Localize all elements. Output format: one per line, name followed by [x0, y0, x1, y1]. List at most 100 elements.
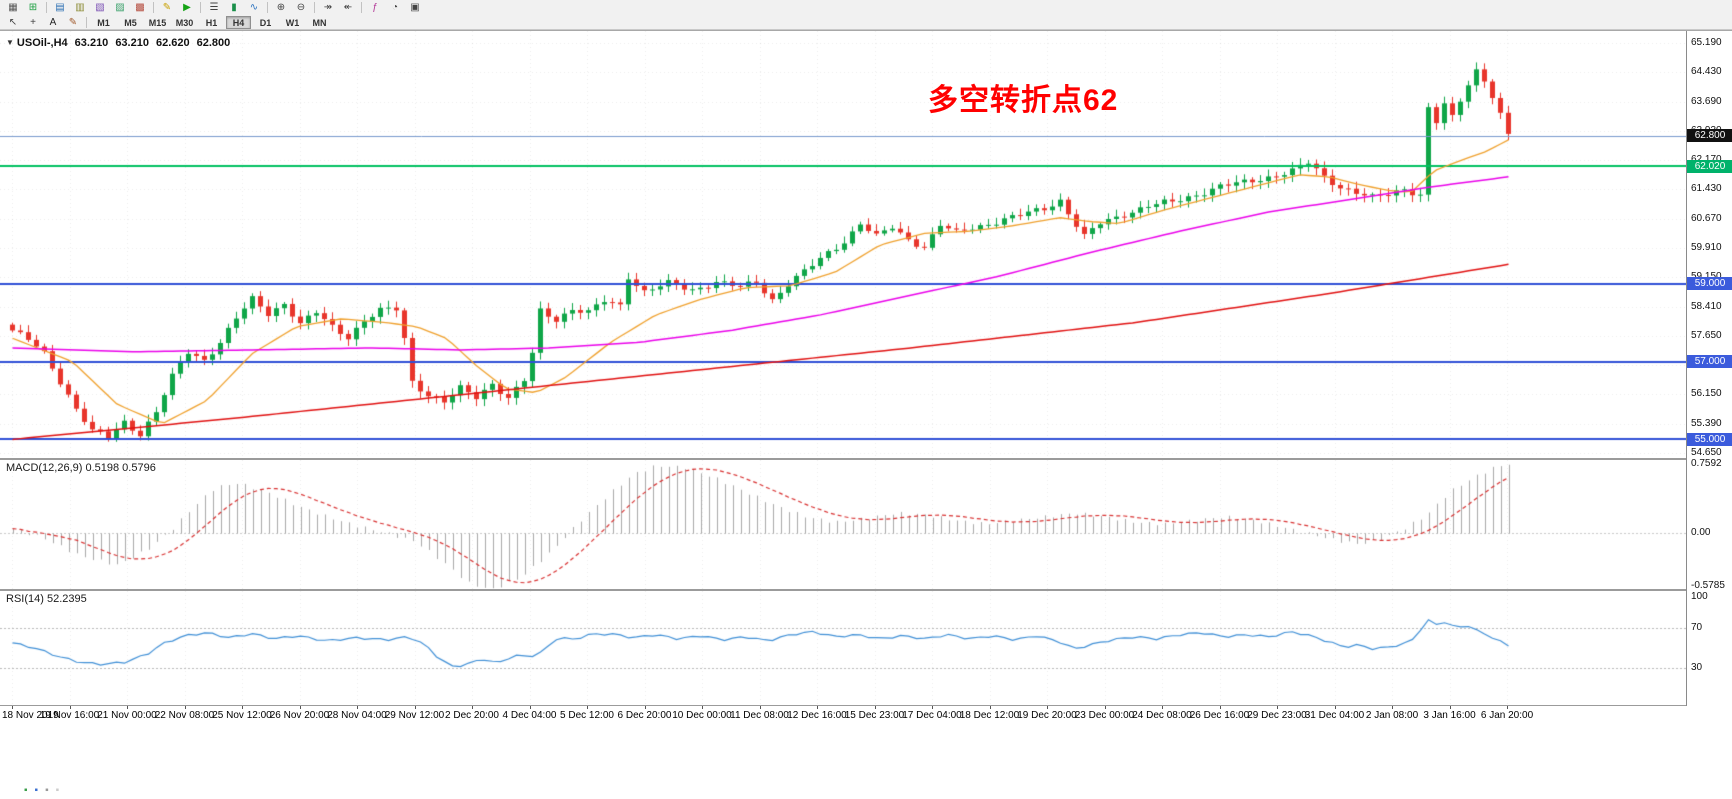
price-axis-label: 57.650 — [1691, 329, 1722, 341]
status-icon-4[interactable]: ▪ — [55, 785, 60, 796]
chart-dropdown-icon[interactable]: ▼ — [6, 38, 14, 47]
zoom-out-icon[interactable]: ⊖ — [296, 2, 306, 13]
metaeditor-icon[interactable]: ✎ — [162, 2, 172, 13]
time-axis-tick — [990, 706, 991, 709]
price-axis-label: 59.150 — [1691, 271, 1722, 282]
time-axis-label: 2 Dec 20:00 — [445, 710, 499, 721]
toolbar-separator — [200, 2, 201, 13]
panel-separator-1[interactable] — [0, 458, 1732, 460]
price-badge-level-59000[interactable]: 59.000 — [1687, 277, 1732, 291]
status-icon-1[interactable]: ▪ — [24, 785, 28, 796]
timeframe-button-m15[interactable]: M15 — [148, 17, 167, 28]
status-strip: ▪ ▪ ▪ ▪ — [24, 786, 59, 796]
draw-tool-icon[interactable]: ✎ — [68, 16, 78, 28]
time-axis-label: 10 Dec 00:00 — [672, 710, 732, 721]
time-axis-label: 17 Dec 04:00 — [902, 710, 962, 721]
autotrading-icon[interactable]: ▶ — [183, 2, 191, 13]
candlestick-chart-icon[interactable]: ▮ — [231, 2, 237, 13]
time-axis-tick — [932, 706, 933, 709]
line-chart-icon[interactable]: ∿ — [249, 2, 259, 13]
periods-icon[interactable]: ◔ — [391, 2, 399, 13]
toolbar-separator — [86, 16, 87, 28]
price-axis-label: 55.390 — [1691, 417, 1722, 429]
time-axis-tick — [530, 706, 531, 709]
chart-window: ▼ USOil-,H4 63.210 63.210 62.620 62.800 多空转折点… — [0, 30, 1732, 723]
status-icon-2[interactable]: ▪ — [34, 785, 39, 796]
data-window-icon[interactable]: ▥ — [75, 2, 85, 13]
timeframe-button-m5[interactable]: M5 — [124, 17, 137, 28]
time-axis-tick — [1105, 706, 1106, 709]
price-axis-label: 59.910 — [1691, 241, 1722, 253]
price-badge-level-57000[interactable]: 57.000 — [1687, 355, 1732, 369]
crosshair-tool-icon[interactable]: + — [30, 16, 36, 28]
time-axis-label: 6 Dec 20:00 — [617, 710, 672, 721]
strategy-tester-icon[interactable]: ▩ — [135, 2, 145, 13]
bar-chart-icon[interactable]: ☰ — [209, 2, 219, 13]
market-watch-icon[interactable]: ▤ — [55, 2, 65, 13]
price-axis[interactable]: 65.19064.43063.69062.93062.17061.43060.6… — [1686, 31, 1732, 706]
time-axis-label: 29 Nov 12:00 — [384, 710, 445, 721]
current-price-badge: 62.800 — [1687, 129, 1732, 143]
time-axis[interactable]: 18 Nov 2019 19 Nov 16:00 21 Nov 00:00 22 No… — [0, 706, 1686, 723]
price-badge-level-62020[interactable]: 62.020 — [1687, 159, 1732, 173]
time-axis-tick — [587, 706, 588, 709]
status-icon-3[interactable]: ▪ — [45, 785, 49, 796]
rsi-axis-label: 70 — [1691, 621, 1703, 633]
time-axis-tick — [242, 706, 243, 709]
price-chart-canvas[interactable] — [0, 31, 1686, 458]
indicators-icon[interactable]: ƒ — [372, 2, 378, 13]
ohlc-low: 62.620 — [155, 37, 190, 49]
timeframe-button-w1[interactable]: W1 — [285, 17, 300, 28]
macd-axis-label: 0.7592 — [1691, 458, 1722, 469]
time-axis-tick — [760, 706, 761, 709]
timeframe-button-m1[interactable]: M1 — [97, 17, 110, 28]
time-axis-tick — [12, 706, 13, 709]
cursor-tool-icon[interactable]: ↖ — [8, 16, 18, 28]
chart-annotation[interactable]: 多空转折点62 — [928, 84, 1119, 117]
price-axis-label: 58.410 — [1691, 300, 1722, 312]
timeframe-button-m30[interactable]: M30 — [175, 17, 194, 28]
time-axis-tick — [1335, 706, 1336, 709]
time-axis-tick — [300, 706, 301, 709]
toolbar-separator — [153, 2, 154, 13]
terminal-icon[interactable]: ▨ — [115, 2, 125, 13]
timeframe-button-h4[interactable]: H4 — [226, 15, 251, 29]
time-axis-label: 28 Nov 04:00 — [327, 710, 387, 721]
time-axis-label: 19 Dec 20:00 — [1017, 710, 1077, 721]
ohlc-high: 63.210 — [115, 37, 149, 49]
rsi-axis-label: 100 — [1691, 591, 1708, 602]
price-axis-label: 64.430 — [1691, 66, 1722, 78]
panel-separator-2[interactable] — [0, 589, 1732, 591]
ohlc-open: 63.210 — [74, 37, 109, 49]
rsi-label: RSI(14) 52.2395 — [6, 593, 87, 605]
timeframe-button-h1[interactable]: H1 — [205, 17, 218, 28]
zoom-in-icon[interactable]: ⊕ — [276, 2, 286, 13]
auto-scroll-icon[interactable]: ↠ — [323, 2, 333, 13]
time-axis-tick — [1220, 706, 1221, 709]
chart-shift-icon[interactable]: ↞ — [343, 2, 353, 13]
text-tool-icon[interactable]: A — [49, 16, 57, 28]
rsi-canvas[interactable] — [0, 591, 1686, 705]
price-badge-level-55000[interactable]: 55.000 — [1687, 432, 1732, 446]
navigator-icon[interactable]: ▧ — [95, 2, 105, 13]
menu-grid-icon[interactable]: ▦ — [8, 2, 18, 13]
time-axis-tick — [415, 706, 416, 709]
price-axis-label: 63.690 — [1691, 95, 1722, 107]
time-axis-label: 23 Dec 00:00 — [1074, 710, 1135, 721]
toolbar-row-main: ▦ ⊞ ▤ ▥ ▧ ▨ ▩ ✎ ▶ ☰ ▮ ∿ ⊕ ⊖ ↠ ↞ ƒ ◔ ▣ — [0, 0, 1732, 15]
new-order-icon[interactable]: ⊞ — [28, 2, 38, 13]
toolbar-separator — [46, 2, 47, 13]
time-axis-label: 29 Dec 23:00 — [1247, 710, 1307, 721]
templates-icon[interactable]: ▣ — [410, 2, 420, 13]
time-axis-tick — [817, 706, 818, 709]
price-axis-label: 60.670 — [1691, 212, 1722, 224]
time-axis-tick — [875, 706, 876, 709]
time-axis-tick — [1162, 706, 1163, 709]
timeframe-button-d1[interactable]: D1 — [259, 17, 272, 28]
panel-separator-3 — [0, 705, 1732, 706]
ohlc-close: 62.800 — [196, 37, 231, 49]
timeframe-button-mn[interactable]: MN — [312, 17, 327, 28]
macd-canvas[interactable] — [0, 460, 1686, 589]
chart-symbol-label: USOil-,H4 — [16, 37, 68, 49]
time-axis-label: 18 Nov 2019 — [2, 710, 59, 721]
